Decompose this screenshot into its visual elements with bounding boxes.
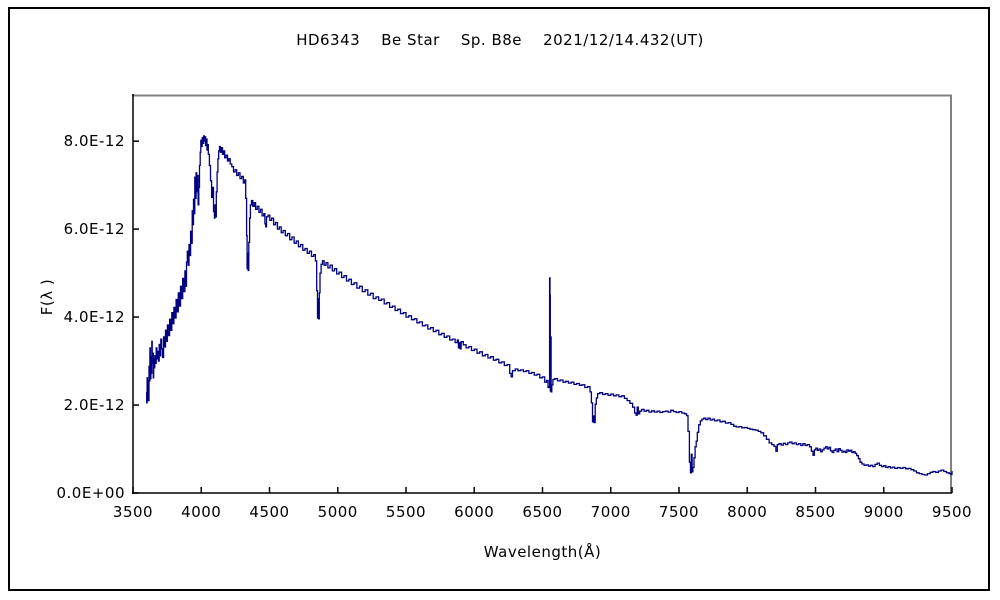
- x-tick-label: 5500: [385, 503, 427, 521]
- x-tick-label: 5000: [317, 503, 358, 521]
- x-tick-label: 7500: [658, 503, 700, 521]
- chart-title: HD6343 Be Star Sp. B8e 2021/12/14.432(UT…: [296, 31, 704, 49]
- axis-tick-marks: [132, 140, 953, 494]
- x-axis-title: Wavelength(Å): [483, 543, 602, 561]
- y-tick-label: 6.0E-12: [63, 220, 125, 239]
- x-tick-label: 3500: [112, 503, 154, 521]
- x-tick-label: 8500: [795, 503, 836, 521]
- spectrum-line: [146, 135, 953, 476]
- x-tick-label: 9500: [931, 503, 973, 521]
- x-tick-label: 8000: [727, 503, 768, 521]
- image-border: [8, 7, 990, 591]
- x-tick-label: 9000: [863, 503, 904, 521]
- y-tick-label: 2.0E-12: [63, 396, 125, 415]
- y-tick-label: 0.0E+00: [56, 484, 125, 502]
- x-tick-label: 6000: [454, 503, 495, 521]
- y-tick-label: 4.0E-12: [63, 308, 125, 327]
- y-tick-label: 8.0E-12: [63, 132, 125, 151]
- x-tick-label: 6500: [522, 503, 563, 521]
- x-tick-label: 7000: [590, 503, 631, 521]
- x-tick-label: 4500: [249, 503, 290, 521]
- x-tick-label: 4000: [181, 503, 222, 521]
